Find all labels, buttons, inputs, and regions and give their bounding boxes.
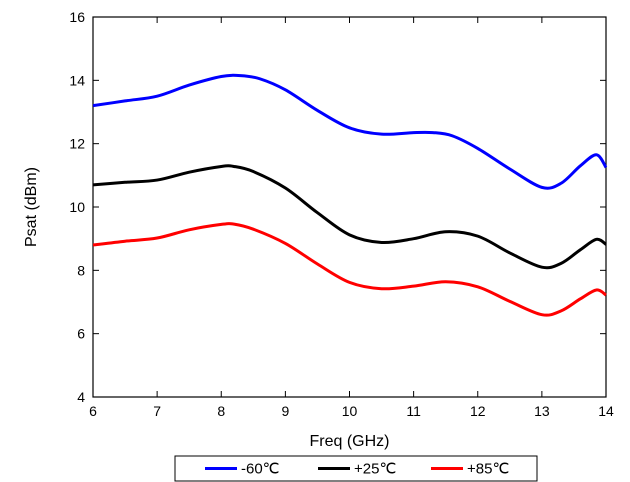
x-tick-label: 13 bbox=[534, 403, 550, 419]
x-tick-label: 8 bbox=[217, 403, 225, 419]
x-tick-label: 10 bbox=[342, 403, 358, 419]
series-lines bbox=[92, 73, 608, 317]
x-tick-label: 14 bbox=[598, 403, 614, 419]
x-axis-title: Freq (GHz) bbox=[310, 433, 390, 450]
series-line-2 bbox=[92, 164, 607, 270]
y-tick-label: 14 bbox=[69, 72, 85, 88]
y-axis-title: Psat (dBm) bbox=[23, 167, 40, 247]
y-tick-label: 8 bbox=[77, 262, 85, 278]
legend-label-1: -60℃ bbox=[241, 461, 280, 478]
x-tick-label: 11 bbox=[406, 403, 421, 419]
y-tick-label: 10 bbox=[69, 199, 85, 215]
x-tick-label: 7 bbox=[153, 403, 161, 419]
legend-items: -60℃ +25℃ +85℃ bbox=[205, 461, 509, 478]
x-tick-label: 9 bbox=[281, 403, 289, 419]
series-line-3 bbox=[92, 222, 607, 317]
series-line-1 bbox=[92, 73, 608, 190]
legend-label-3: +85℃ bbox=[467, 461, 509, 478]
y-tick-label: 6 bbox=[77, 326, 85, 342]
y-tick-label: 16 bbox=[69, 9, 85, 25]
legend-label-2: +25℃ bbox=[354, 461, 396, 478]
legend: -60℃ +25℃ +85℃ bbox=[174, 455, 538, 482]
plot-frame bbox=[92, 16, 607, 398]
y-tick-label: 12 bbox=[69, 136, 85, 152]
x-tick-label: 12 bbox=[470, 403, 486, 419]
y-tick-label: 4 bbox=[77, 389, 85, 405]
x-tick-label: 6 bbox=[89, 403, 97, 419]
